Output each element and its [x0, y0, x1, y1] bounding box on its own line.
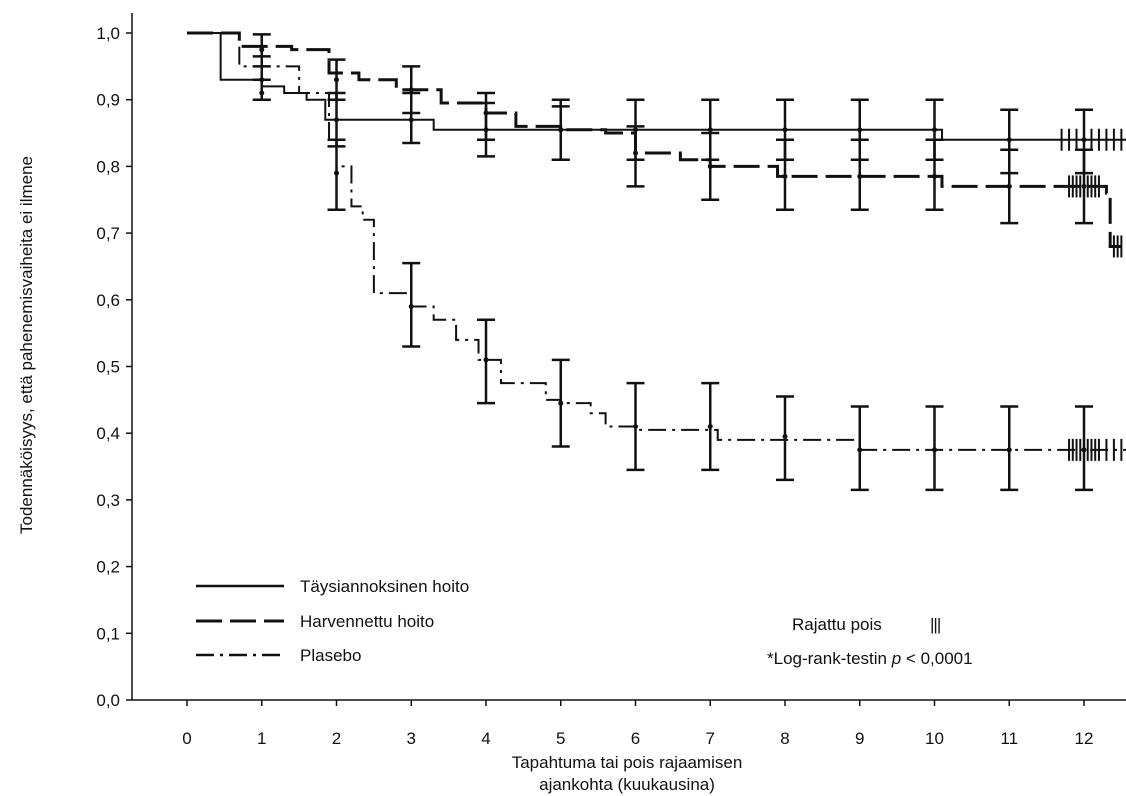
- data-point: [932, 447, 937, 453]
- series-line: [187, 32, 1126, 451]
- data-point: [259, 90, 265, 96]
- x-tick-label: 5: [556, 729, 565, 748]
- x-tick-label: 1: [257, 729, 266, 748]
- y-tick-label: 0,4: [96, 424, 120, 443]
- legend-label-reduced: Harvennettu hoito: [300, 612, 434, 631]
- x-axis-title-line2: ajankohta (kuukausina): [539, 775, 715, 794]
- data-point: [633, 150, 638, 156]
- y-axis-title: Todennäköisyys, että pahenemisvaiheita e…: [17, 156, 36, 534]
- y-tick-label: 0,2: [96, 558, 120, 577]
- y-ticks: 0,0 0,1 0,2 0,3 0,4 0,5 0,6 0,7 0,8 0,9 1,0: [96, 24, 132, 710]
- data-point: [782, 173, 788, 179]
- data-point: [932, 173, 937, 179]
- x-tick-label: 2: [332, 729, 341, 748]
- data-point: [558, 127, 564, 133]
- data-point: [857, 447, 863, 453]
- data-point: [857, 127, 863, 133]
- x-tick-label: 0: [182, 729, 191, 748]
- data-point: [707, 127, 713, 133]
- data-point: [408, 87, 414, 93]
- data-point: [857, 173, 863, 179]
- data-point: [1006, 183, 1012, 189]
- logrank-note: *Log-rank-testin p < 0,0001: [767, 649, 973, 668]
- y-tick-label: 0,3: [96, 491, 120, 510]
- x-tick-label: 11: [1000, 729, 1018, 748]
- y-tick-label: 0,0: [96, 691, 120, 710]
- data-point: [259, 47, 265, 53]
- x-tick-label: 4: [481, 729, 490, 748]
- x-tick-label: 12: [1075, 729, 1094, 748]
- x-tick-label: 7: [706, 729, 715, 748]
- y-tick-label: 0,9: [96, 91, 120, 110]
- y-tick-label: 0,8: [96, 157, 120, 176]
- series-1: [187, 31, 1126, 258]
- data-point: [782, 127, 788, 133]
- data-point: [408, 117, 414, 123]
- data-point: [707, 163, 713, 169]
- x-tick-label: 3: [407, 729, 416, 748]
- y-tick-label: 0,1: [96, 624, 120, 643]
- data-point: [707, 424, 713, 430]
- plot-area: [187, 31, 1126, 492]
- annotations: Rajattu pois ||| *Log-rank-testin p < 0,…: [767, 615, 973, 668]
- x-ticks: 0 1 2 3 4 5 6 7 8 9 10 11 12: [182, 700, 1093, 748]
- censored-label: Rajattu pois: [792, 615, 882, 634]
- x-axis-title-line1: Tapahtuma tai pois rajaamisen: [512, 753, 743, 772]
- data-point: [782, 434, 788, 440]
- legend-label-placebo: Plasebo: [300, 646, 361, 665]
- censored-symbol: |||: [930, 615, 940, 634]
- y-tick-label: 1,0: [96, 24, 120, 43]
- legend: Täysiannoksinen hoito Harvennettu hoito …: [196, 577, 469, 665]
- legend-label-full-dose: Täysiannoksinen hoito: [300, 577, 469, 596]
- data-point: [633, 424, 638, 430]
- data-point: [334, 170, 339, 176]
- series-line: [187, 31, 1126, 248]
- x-tick-label: 10: [925, 729, 944, 748]
- data-point: [932, 127, 937, 133]
- data-point: [483, 110, 489, 116]
- y-tick-label: 0,6: [96, 291, 120, 310]
- data-point: [334, 117, 339, 123]
- data-point: [483, 357, 489, 363]
- x-tick-label: 8: [780, 729, 789, 748]
- y-tick-label: 0,7: [96, 224, 120, 243]
- y-tick-label: 0,5: [96, 358, 120, 377]
- data-point: [408, 303, 414, 309]
- data-point: [1006, 137, 1012, 143]
- data-point: [1006, 447, 1012, 453]
- data-point: [558, 400, 564, 406]
- data-point: [334, 77, 339, 83]
- x-tick-label: 6: [631, 729, 640, 748]
- series-2: [187, 32, 1126, 492]
- x-tick-label: 9: [855, 729, 864, 748]
